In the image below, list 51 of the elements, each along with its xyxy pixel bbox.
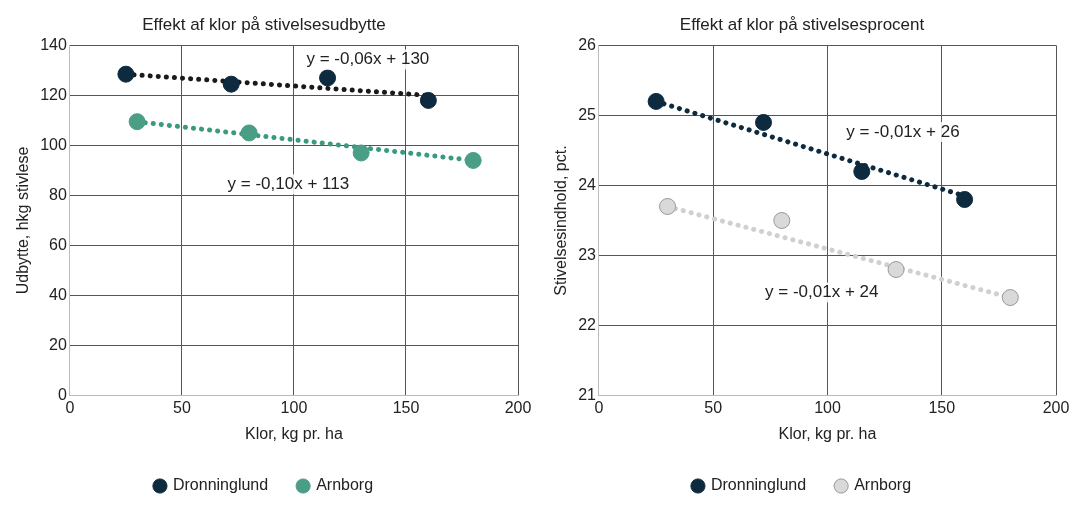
x-tick-label: 100 (814, 398, 841, 416)
y-tick-label: 140 (40, 35, 67, 53)
x-tick-label: 150 (392, 398, 420, 416)
x-tick-label: 200 (504, 398, 532, 416)
x-axis-title: Klor, kg pr. ha (778, 424, 877, 442)
chart-title: Effekt af klor på stivelsesprocent (679, 14, 925, 34)
y-tick-label: 20 (49, 335, 67, 353)
legend-label: Dronninglund (710, 476, 807, 494)
point (128, 113, 146, 131)
annotation: y = -0,06x + 130 (306, 49, 430, 69)
point (240, 124, 258, 142)
legend-label: Arnborg (316, 476, 374, 494)
y-tick-label: 0 (57, 386, 67, 404)
point (464, 151, 482, 169)
y-tick-label: 25 (578, 105, 597, 123)
point (755, 113, 773, 131)
y-tick-label: 26 (578, 35, 597, 53)
y-tick-label: 100 (40, 135, 67, 153)
point (773, 212, 791, 229)
annotation: y = -0,01x + 24 (765, 282, 879, 302)
point (222, 75, 240, 93)
point (419, 91, 437, 109)
x-tick-label: 150 (928, 398, 956, 416)
annotation: y = -0,10x + 113 (227, 173, 350, 193)
y-tick-label: 60 (49, 235, 67, 253)
y-tick-label: 22 (578, 315, 597, 333)
y-tick-label: 80 (49, 185, 67, 203)
chart-title: Effekt af klor på stivelsesudbytte (142, 14, 386, 34)
point (1001, 289, 1019, 307)
x-tick-label: 50 (173, 398, 191, 416)
point (352, 144, 370, 162)
point (319, 69, 337, 87)
y-tick-label: 24 (578, 175, 597, 193)
y-tick-label: 40 (49, 285, 67, 303)
point (956, 190, 974, 208)
point (659, 197, 677, 215)
point (853, 162, 871, 180)
y-axis-title: Stivelsesindhold, pct. (552, 145, 570, 296)
x-tick-label: 200 (1042, 398, 1070, 416)
x-tick-label: 100 (280, 398, 308, 416)
point (887, 261, 905, 279)
y-tick-label: 23 (578, 245, 597, 263)
y-tick-label: 120 (40, 85, 67, 103)
legend-label: Arnborg (854, 476, 912, 494)
point (647, 92, 665, 110)
annotation: y = -0,01x + 26 (846, 121, 960, 141)
x-axis-title: Klor, kg pr. ha (245, 424, 343, 442)
legend-label: Dronninglund (172, 476, 269, 494)
y-axis-title: Udbytte, hkg stivlese (14, 146, 32, 295)
x-tick-label: 50 (704, 398, 723, 416)
point (117, 65, 135, 83)
